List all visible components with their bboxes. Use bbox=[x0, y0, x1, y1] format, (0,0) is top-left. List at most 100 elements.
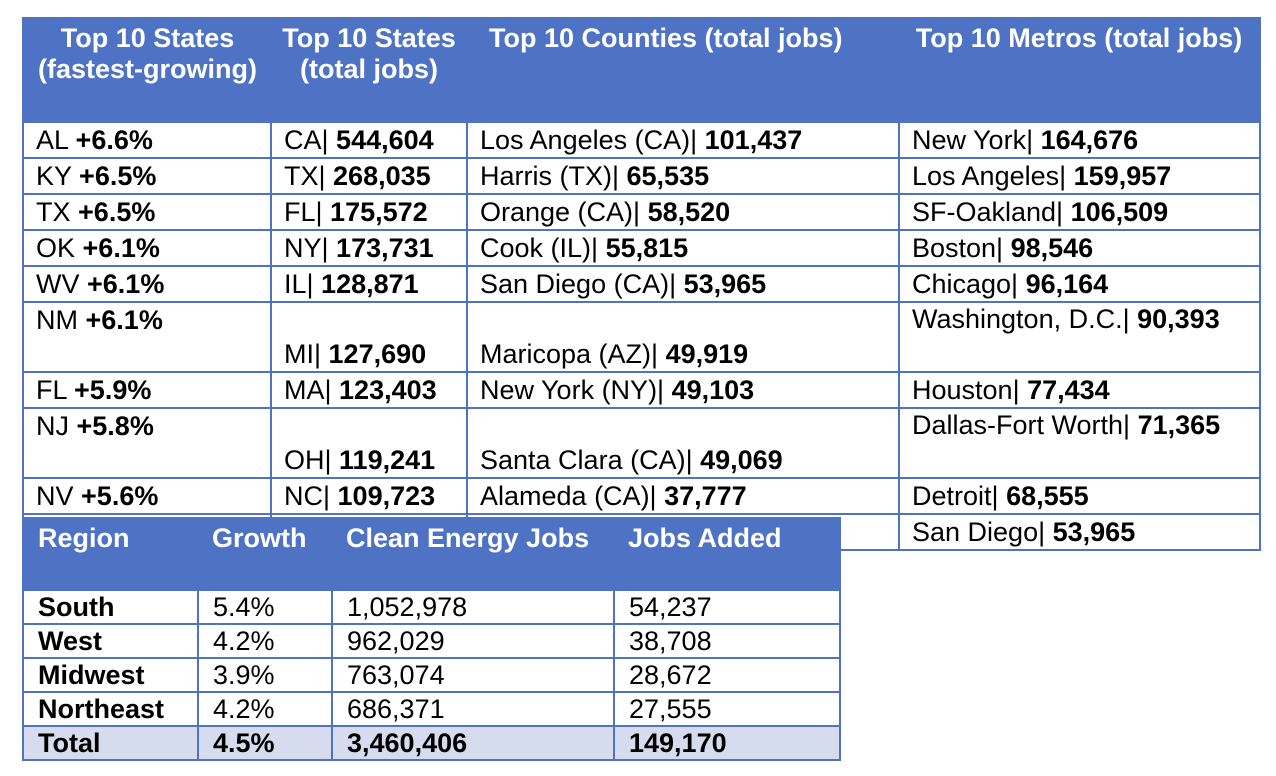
county-cell-county: Orange (CA)| bbox=[480, 197, 641, 227]
table-row: FL +5.9% MA| 123,403 New York (NY)| 49,103… bbox=[22, 371, 1261, 409]
state-growth-cell-state: KY bbox=[36, 161, 72, 191]
county-cell: Maricopa (AZ)| 49,919 bbox=[466, 301, 900, 373]
region-jobs-cell: 763,074 bbox=[331, 657, 615, 693]
state-total-cell: MA| 123,403 bbox=[270, 371, 468, 409]
state-growth-cell-growth: +5.6% bbox=[81, 481, 159, 511]
metro-cell-metro: Washington, D.C.| bbox=[912, 304, 1130, 334]
county-cell: New York (NY)| 49,103 bbox=[466, 371, 900, 409]
metro-cell-metro-val: 68,555 bbox=[1006, 481, 1089, 511]
county-cell-county: Cook (IL)| bbox=[480, 233, 599, 263]
county-cell: Cook (IL)| 55,815 bbox=[466, 229, 900, 267]
region-added-cell: 149,170 bbox=[613, 725, 841, 761]
region-region-cell: Northeast bbox=[22, 691, 199, 727]
table-row: KY +6.5% TX| 268,035 Harris (TX)| 65,535 Lo… bbox=[22, 157, 1261, 195]
county-cell-county-val: 65,535 bbox=[626, 161, 710, 191]
metro-cell-metro: Dallas-Fort Worth| bbox=[912, 410, 1131, 440]
metro-cell-metro: Chicago| bbox=[912, 269, 1019, 299]
table-row: WV +6.1% IL| 128,871 San Diego (CA)| 53,96… bbox=[22, 265, 1261, 303]
table-row: OK +6.1% NY| 173,731 Cook (IL)| 55,815 Bost… bbox=[22, 229, 1261, 267]
top-table-header-row: Top 10 States (fastest-growing) Top 10 S… bbox=[23, 18, 1260, 122]
metro-cell-metro: SF-Oakland| bbox=[912, 197, 1064, 227]
state-growth-cell-state: NJ bbox=[36, 411, 69, 441]
state-growth-cell: NJ +5.8% bbox=[22, 407, 272, 479]
state-growth-cell: WV +6.1% bbox=[22, 265, 272, 303]
state-total-cell: TX| 268,035 bbox=[270, 157, 468, 195]
state-growth-cell: FL +5.9% bbox=[22, 371, 272, 409]
county-cell-county-val: 53,965 bbox=[683, 269, 767, 299]
metro-cell-metro: Boston| bbox=[912, 233, 1004, 263]
state-growth-cell-growth: +5.9% bbox=[74, 375, 152, 405]
county-cell: Alameda (CA)| 37,777 bbox=[466, 477, 900, 515]
state-total-cell-st-val: 544,604 bbox=[336, 125, 434, 155]
state-total-cell: CA| 544,604 bbox=[270, 121, 468, 159]
state-growth-cell-state: FL bbox=[36, 375, 67, 405]
table-row: NM +6.1% MI| 127,690 Maricopa (AZ)| 49,919… bbox=[22, 301, 1261, 373]
county-cell: San Diego (CA)| 53,965 bbox=[466, 265, 900, 303]
table-row: Midwest 3.9% 763,074 28,672 bbox=[22, 657, 841, 693]
region-jobs-cell: 686,371 bbox=[331, 691, 615, 727]
county-cell-county: Harris (TX)| bbox=[480, 161, 619, 191]
metro-cell: New York| 164,676 bbox=[898, 121, 1261, 159]
metro-cell: SF-Oakland| 106,509 bbox=[898, 193, 1261, 231]
state-growth-cell-growth: +6.1% bbox=[85, 305, 163, 335]
table-row: NJ +5.8% OH| 119,241 Santa Clara (CA)| 49,… bbox=[22, 407, 1261, 479]
header-top-metros: Top 10 Metros (total jobs) bbox=[899, 18, 1260, 122]
top-ten-table: Top 10 States (fastest-growing) Top 10 S… bbox=[22, 17, 1261, 551]
county-cell-county: Alameda (CA)| bbox=[480, 481, 657, 511]
metro-cell-metro-val: 98,546 bbox=[1010, 233, 1094, 263]
county-cell-county-val: 37,777 bbox=[664, 481, 747, 511]
state-total-cell-st: OH| bbox=[284, 445, 332, 475]
header-top-states-growth: Top 10 States (fastest-growing) bbox=[23, 18, 271, 122]
county-cell-county: Maricopa (AZ)| bbox=[480, 339, 659, 369]
header-clean-energy-jobs: Clean Energy Jobs bbox=[332, 518, 614, 590]
header-region: Region bbox=[23, 518, 198, 590]
county-cell: Santa Clara (CA)| 49,069 bbox=[466, 407, 900, 479]
region-added-cell: 54,237 bbox=[613, 589, 841, 625]
region-jobs-cell: 1,052,978 bbox=[331, 589, 615, 625]
header-growth: Growth bbox=[198, 518, 332, 590]
metro-cell: Detroit| 68,555 bbox=[898, 477, 1261, 515]
state-total-cell: FL| 175,572 bbox=[270, 193, 468, 231]
table-row: NV +5.6% NC| 109,723 Alameda (CA)| 37,777 D… bbox=[22, 477, 1261, 515]
metro-cell: Houston| 77,434 bbox=[898, 371, 1261, 409]
state-total-cell-st: TX| bbox=[284, 161, 326, 191]
header-jobs-added: Jobs Added bbox=[614, 518, 840, 590]
state-growth-cell: KY +6.5% bbox=[22, 157, 272, 195]
state-total-cell: MI| 127,690 bbox=[270, 301, 468, 373]
county-cell-county: San Diego (CA)| bbox=[480, 269, 677, 299]
county-cell: Orange (CA)| 58,520 bbox=[466, 193, 900, 231]
region-added-cell: 28,672 bbox=[613, 657, 841, 693]
region-region-cell: Total bbox=[22, 725, 199, 761]
metro-cell-metro: San Diego| bbox=[912, 517, 1046, 547]
state-growth-cell-state: NV bbox=[36, 481, 74, 511]
state-growth-cell-growth: +6.1% bbox=[87, 269, 165, 299]
state-total-cell: NC| 109,723 bbox=[270, 477, 468, 515]
state-growth-cell-growth: +6.5% bbox=[79, 161, 157, 191]
total-row: Total 4.5% 3,460,406 149,170 bbox=[22, 725, 841, 761]
table-row: AL +6.6% CA| 544,604 Los Angeles (CA)| 101… bbox=[22, 121, 1261, 159]
region-table: Region Growth Clean Energy Jobs Jobs Add… bbox=[22, 517, 841, 761]
state-total-cell: IL| 128,871 bbox=[270, 265, 468, 303]
header-top-states-total: Top 10 States (total jobs) bbox=[271, 18, 467, 122]
top-table-body: AL +6.6% CA| 544,604 Los Angeles (CA)| 101… bbox=[22, 121, 1261, 551]
state-growth-cell: AL +6.6% bbox=[22, 121, 272, 159]
metro-cell-metro-val: 159,957 bbox=[1073, 161, 1172, 191]
state-total-cell-st-val: 109,723 bbox=[337, 481, 436, 511]
county-cell-county-val: 49,919 bbox=[665, 339, 749, 369]
state-growth-cell-growth: +6.5% bbox=[78, 197, 156, 227]
metro-cell-metro: New York| bbox=[912, 125, 1034, 155]
state-growth-cell: NM +6.1% bbox=[22, 301, 272, 373]
state-growth-cell: NV +5.6% bbox=[22, 477, 272, 515]
county-cell: Harris (TX)| 65,535 bbox=[466, 157, 900, 195]
metro-cell-metro: Detroit| bbox=[912, 481, 999, 511]
state-growth-cell: OK +6.1% bbox=[22, 229, 272, 267]
state-growth-cell-state: NM bbox=[36, 305, 78, 335]
region-growth-cell: 3.9% bbox=[197, 657, 333, 693]
metro-cell: San Diego| 53,965 bbox=[898, 513, 1261, 551]
county-cell-county-val: 49,069 bbox=[700, 445, 783, 475]
state-total-cell-st-val: 268,035 bbox=[333, 161, 431, 191]
table-row: South 5.4% 1,052,978 54,237 bbox=[22, 589, 841, 625]
state-total-cell-st: IL| bbox=[284, 269, 314, 299]
metro-cell: Chicago| 96,164 bbox=[898, 265, 1261, 303]
region-region-cell: West bbox=[22, 623, 199, 659]
